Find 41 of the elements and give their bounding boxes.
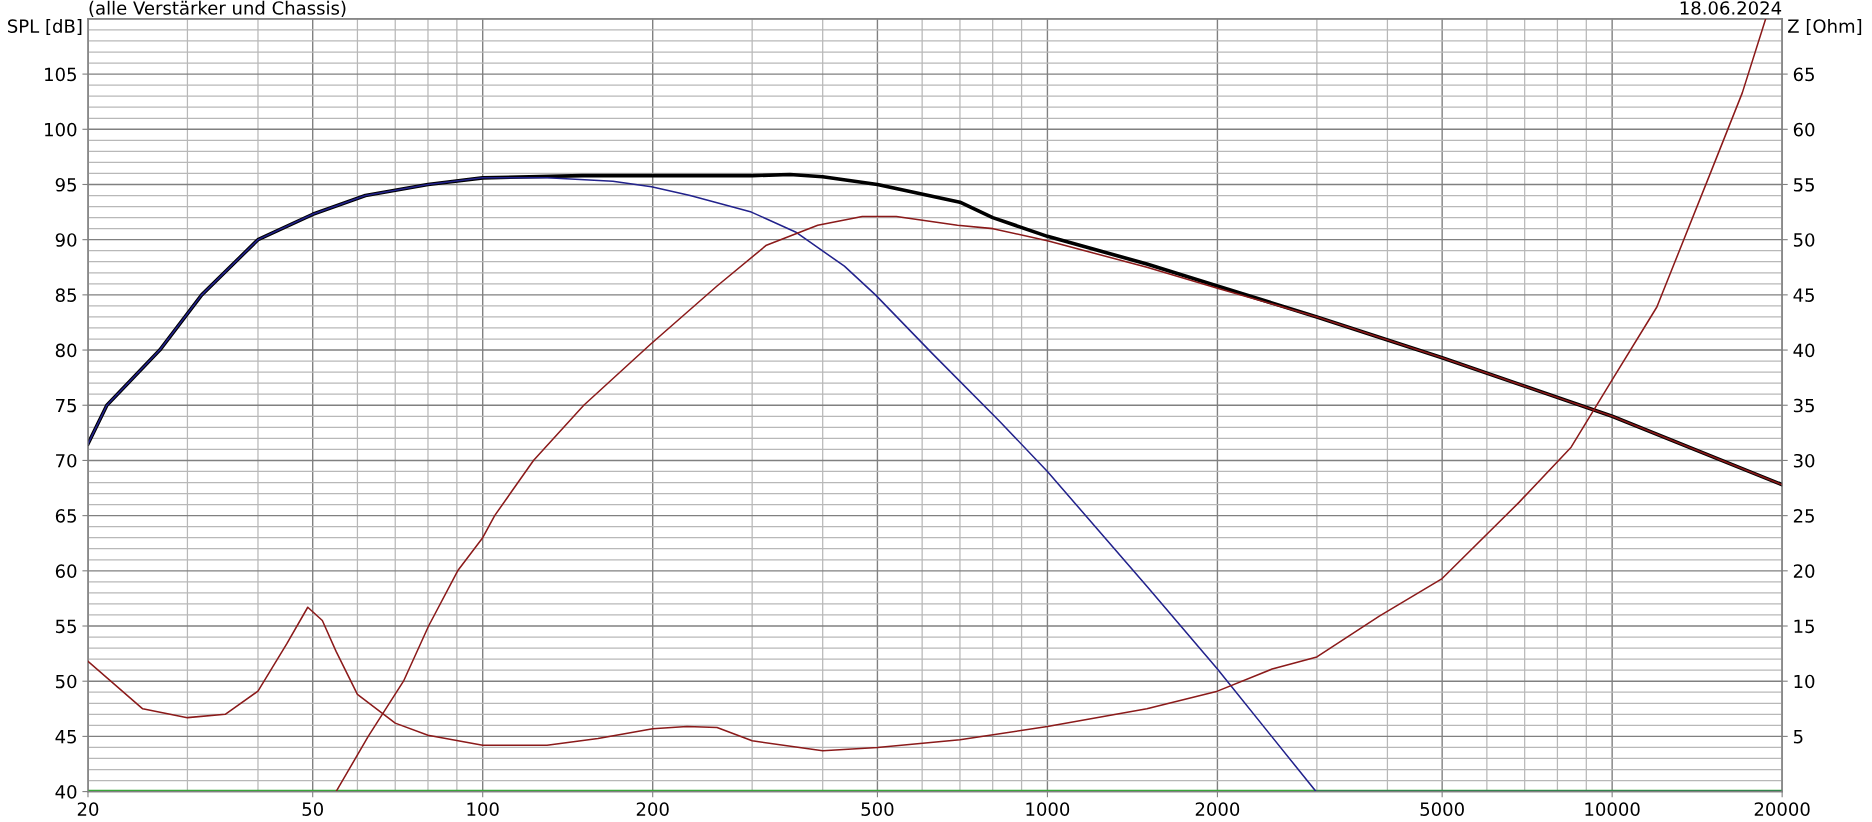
y-tick-label: 65 (55, 509, 76, 523)
y2-tick-label: 65 (1793, 67, 1814, 82)
y2-tick-label: 55 (1793, 178, 1814, 192)
y-tick-label: 50 (55, 674, 77, 689)
y2-tick-label: 10 (1794, 674, 1815, 689)
y2-tick-label: 20 (1793, 564, 1815, 578)
x-tick-label: 5000 (1420, 802, 1464, 816)
y-tick-label: 40 (55, 785, 77, 799)
y-tick-label: 105 (45, 67, 76, 82)
y2-tick-label: 45 (1793, 288, 1814, 302)
y-axis-title: SPL [dB] (8, 18, 82, 36)
text: 18.06.2024 (1680, 1, 1782, 15)
y-tick-label: 75 (56, 398, 76, 413)
x-tick-label: 10000 (1585, 802, 1640, 816)
y-tick-label: 85 (55, 288, 76, 302)
y2-tick-label: 50 (1793, 233, 1815, 247)
y-tick-label: 95 (55, 177, 76, 192)
y2-tick-label: 15 (1794, 619, 1814, 634)
y-tick-label: 45 (55, 730, 76, 744)
y-tick-label: 80 (55, 343, 77, 358)
y2-tick-label: 30 (1793, 453, 1815, 468)
chart-subtitle: (alle Verstärker und Chassis) (89, 0, 346, 17)
y2-tick-label: 5 (1793, 730, 1803, 744)
y2-tick-label: 60 (1793, 122, 1815, 137)
x-tick-label: 1000 (1026, 802, 1070, 816)
y-tick-label: 90 (55, 233, 77, 247)
y-tick-label: 55 (55, 619, 76, 634)
x-tick-label: 500 (861, 802, 894, 816)
x-tick-label: 50 (302, 802, 323, 816)
y-tick-label: 60 (55, 564, 77, 578)
y-tick-label: 70 (56, 453, 77, 468)
y2-tick-label: 40 (1793, 343, 1815, 358)
y2-tick-label: 35 (1793, 398, 1814, 413)
x-tick-label: 20 (77, 802, 99, 816)
x-tick-label: 100 (467, 802, 499, 816)
y2-axis-title: Z [Ohm] (1788, 18, 1862, 36)
x-tick-label: 20000 (1754, 802, 1810, 816)
y2-tick-label: 25 (1793, 509, 1814, 523)
y-tick-label: 100 (45, 122, 77, 137)
x-tick-label: 2000 (1195, 802, 1240, 816)
x-tick-label: 200 (636, 802, 669, 816)
